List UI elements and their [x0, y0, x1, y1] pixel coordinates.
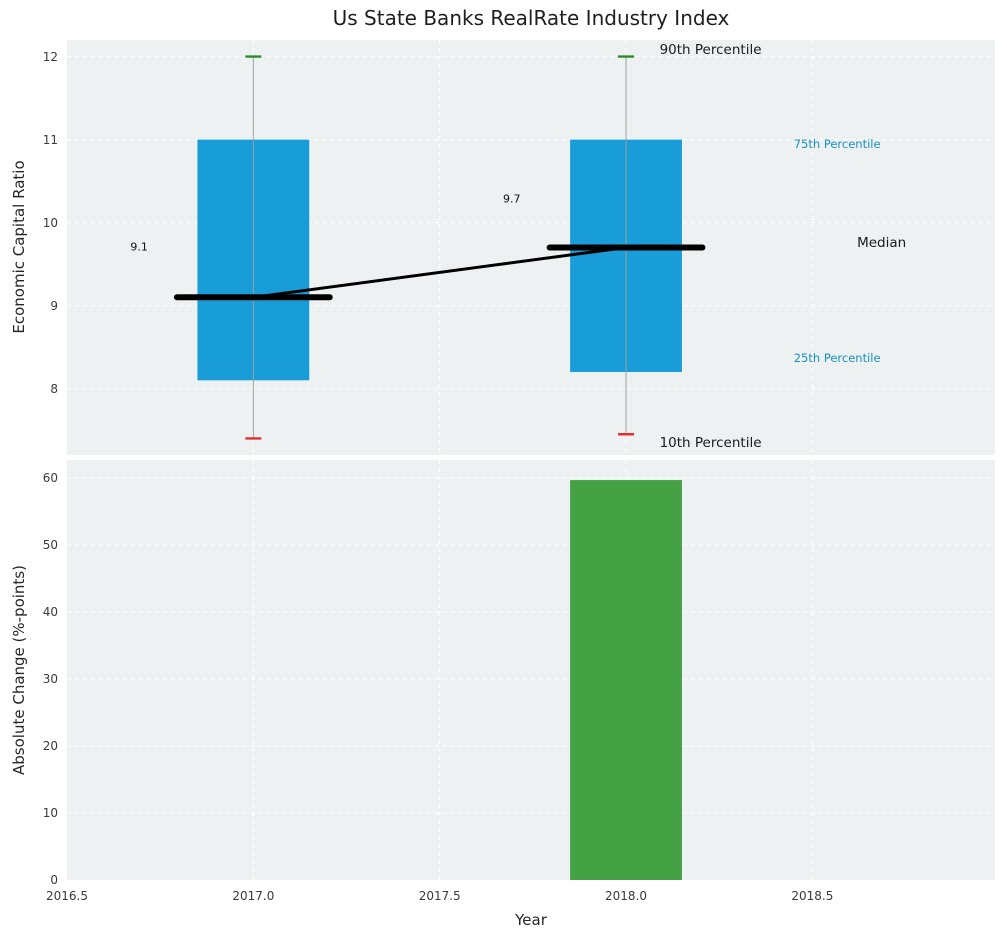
x-tick-label: 2016.5	[46, 889, 88, 903]
change-bar-2018	[570, 480, 682, 880]
y-tick-label: 10	[42, 215, 58, 230]
x-tick-label: 2017.0	[232, 889, 275, 903]
annotation-median: Median	[857, 235, 907, 252]
y-tick-label: 20	[42, 739, 58, 754]
annotation-90th-percentile: 90th Percentile	[659, 41, 762, 58]
y-tick-label: 30	[42, 672, 58, 687]
boxplot-canvas	[67, 40, 995, 455]
y-tick-label: 40	[42, 605, 58, 620]
x-tick-label: 2017.5	[418, 889, 461, 903]
y-tick-label: 8	[50, 381, 58, 396]
chart-title: Us State Banks RealRate Industry Index	[332, 6, 730, 30]
y-tick-label: 60	[42, 471, 58, 486]
annotation-75th-percentile: 75th Percentile	[793, 136, 881, 151]
bar-panel	[67, 460, 995, 880]
y-tick-label: 10	[42, 806, 58, 820]
x-tick-label: 2018.0	[605, 889, 648, 903]
x-tick-label: 2018.5	[791, 889, 834, 903]
median-trend-line	[253, 246, 627, 299]
x-axis-label: Year	[515, 911, 547, 929]
y-tick-label: 9	[50, 298, 58, 313]
y-tick-label: 50	[42, 538, 58, 553]
y-tick-label: 12	[42, 49, 58, 64]
annotation-median-value-2018: 9.7	[503, 192, 521, 206]
bar-canvas	[67, 460, 995, 880]
annotation-25th-percentile: 25th Percentile	[793, 350, 881, 365]
annotation-10th-percentile: 10th Percentile	[659, 434, 762, 451]
y-tick-label: 0	[50, 873, 58, 887]
y-tick-label: 11	[42, 132, 58, 147]
annotation-median-value-2017: 9.1	[130, 240, 148, 254]
boxplot-panel	[67, 40, 995, 455]
